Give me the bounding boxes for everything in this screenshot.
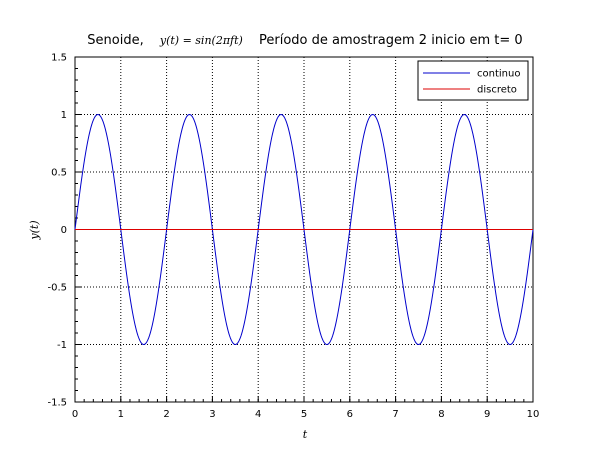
legend-label-discreto: discreto: [477, 85, 517, 96]
y-tick-label: -0.5: [47, 283, 67, 294]
x-tick-label: 5: [301, 409, 307, 420]
axis-ticks: 0 1 2 3 4 5 6 7 8 9 10 -1.5 -1 -0.5 0 0.5 1 1.5: [47, 53, 539, 421]
x-tick-label: 10: [527, 409, 540, 420]
legend-label-continuo: continuo: [477, 69, 520, 80]
x-tick-label: 1: [118, 409, 124, 420]
x-tick-label: 7: [392, 409, 398, 420]
legend-box: [417, 60, 529, 101]
y-tick-label: 0.5: [51, 168, 67, 179]
x-tick-label: 2: [163, 409, 169, 420]
series-lines: [74, 113, 534, 346]
y-tick-label: 1.5: [51, 53, 67, 64]
x-tick-label: 9: [484, 409, 490, 420]
chart-title: Senoide, y(t) = sin(2πft) Período de amo…: [87, 33, 522, 48]
x-tick-label: 0: [72, 409, 78, 420]
x-tick-label: 8: [438, 409, 444, 420]
y-tick-label: -1.5: [47, 398, 67, 409]
x-axis-label: t: [303, 428, 308, 441]
y-tick-label: 0: [61, 225, 67, 236]
x-tick-label: 4: [255, 409, 261, 420]
x-tick-label: 3: [209, 409, 215, 420]
chart-title-prefix: Senoide,: [87, 33, 143, 48]
legend: continuo discreto: [417, 60, 529, 101]
chart-title-suffix: Período de amostragem 2 inicio em t= 0: [259, 33, 523, 48]
x-tick-label: 6: [347, 409, 353, 420]
y-tick-label: 1: [61, 110, 67, 121]
chart-title-math: y(t) = sin(2πft): [159, 34, 243, 47]
y-axis-label: y(t): [28, 220, 41, 240]
y-tick-label: -1: [57, 340, 67, 351]
